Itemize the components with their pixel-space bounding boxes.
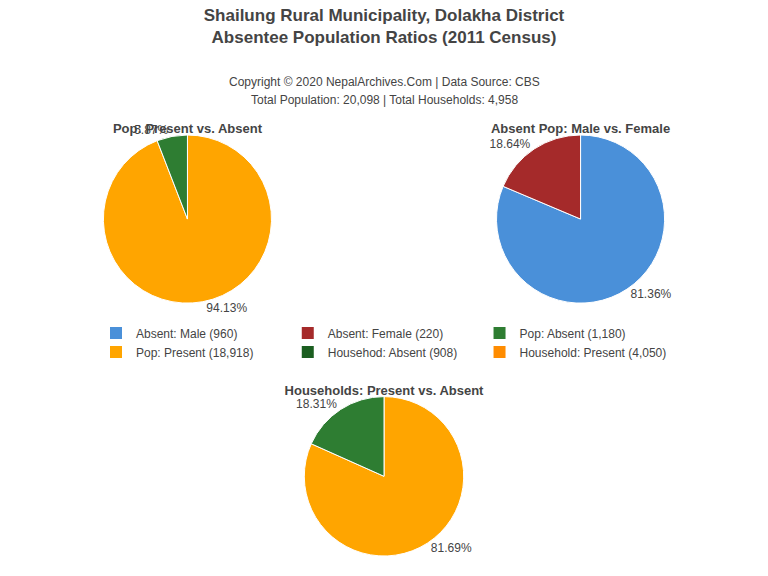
svg-text:Househod: Absent (908): Househod: Absent (908) — [328, 346, 457, 360]
svg-text:Pop: Present (18,918): Pop: Present (18,918) — [136, 346, 253, 360]
svg-text:Absent: Male (960): Absent: Male (960) — [136, 327, 237, 341]
svg-text:Absent Pop: Male vs. Female: Absent Pop: Male vs. Female — [491, 121, 670, 136]
svg-text:81.36%: 81.36% — [631, 287, 672, 301]
svg-text:Household: Present (4,050): Household: Present (4,050) — [520, 346, 667, 360]
svg-text:18.31%: 18.31% — [296, 397, 337, 411]
svg-text:Pop: Absent (1,180): Pop: Absent (1,180) — [520, 327, 626, 341]
svg-text:Pop: Present vs. Absent: Pop: Present vs. Absent — [113, 121, 263, 136]
svg-text:Shailung Rural Municipality, D: Shailung Rural Municipality, Dolakha Dis… — [204, 6, 565, 47]
svg-text:Households: Present vs. Absent: Households: Present vs. Absent — [285, 383, 485, 398]
svg-text:94.13%: 94.13% — [206, 301, 247, 315]
svg-text:Absent: Female (220): Absent: Female (220) — [328, 327, 443, 341]
svg-text:18.64%: 18.64% — [490, 137, 531, 151]
svg-text:81.69%: 81.69% — [431, 541, 472, 555]
svg-text:Total Population: 20,098 | Tot: Total Population: 20,098 | Total Househo… — [251, 93, 518, 107]
svg-text:5.87%: 5.87% — [134, 123, 168, 137]
svg-text:Copyright © 2020 NepalArchives: Copyright © 2020 NepalArchives.Com | Dat… — [229, 75, 540, 89]
